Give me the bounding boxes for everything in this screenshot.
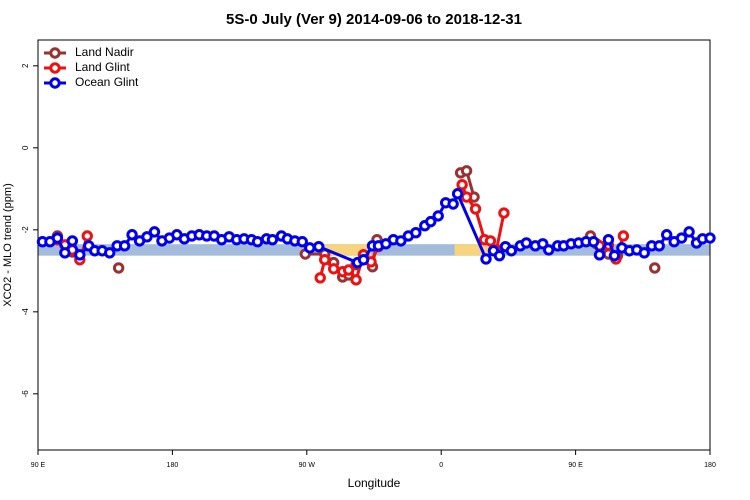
data-point [498,207,510,219]
x-tick-label: 0 [439,462,443,469]
data-point [683,226,695,238]
legend-marker [49,62,61,74]
data-point [587,236,600,248]
data-point [704,232,716,244]
data-point [484,235,497,247]
data-point [342,264,355,276]
data-point [304,242,316,254]
x-tick-label: 180 [167,462,179,469]
data-point [608,249,621,262]
data-point [675,232,688,244]
data-point [460,165,473,177]
data-point [617,230,630,242]
data-point [520,237,533,249]
data-point [480,253,492,265]
data-point [51,232,64,244]
data-point [59,247,71,259]
legend-label: Ocean Glint [75,75,139,89]
data-point [410,227,422,239]
data-point [425,215,437,228]
data-point [602,233,615,246]
x-tick-label: 90 E [568,462,583,469]
data-point [456,179,468,191]
data-point [543,244,555,256]
data-point [296,236,309,248]
data-point [66,235,79,247]
data-point [266,233,279,246]
band-highlight [454,244,491,256]
data-point [638,247,650,259]
data-point [118,240,131,252]
data-point [126,229,138,241]
data-point [649,262,661,274]
data-point [251,236,264,248]
data-point [112,262,125,274]
y-tick-label: -2 [21,226,30,234]
data-point [357,254,370,266]
data-point [469,203,482,215]
data-point [593,249,606,261]
x-tick-label: 180 [704,462,716,469]
data-point [460,191,473,203]
data-point [505,245,518,257]
data-point [350,274,362,286]
data-point [451,188,464,200]
data-point [432,210,444,222]
data-point [327,263,340,275]
data-point [395,235,407,247]
data-point [74,249,86,261]
data-point [493,249,506,262]
legend-marker [49,47,61,59]
x-tick-label: 90 E [31,462,46,469]
y-tick-label: -4 [21,308,30,316]
data-point [141,231,153,243]
y-axis-label: XCO2 - MLO trend (ppm) [2,183,14,306]
y-tick-label: -6 [21,390,30,398]
data-point [319,254,331,266]
data-point [313,240,325,253]
data-point [314,272,326,284]
data-point [148,226,161,238]
y-tick-label: 0 [21,145,30,150]
legend-label: Land Nadir [75,45,134,59]
band-highlight [324,244,372,256]
data-point [653,240,665,252]
y-tick-label: 2 [21,63,30,68]
data-point [81,230,93,242]
legend-label: Land Glint [75,60,130,74]
chart-title: 5S-0 July (Ver 9) 2014-09-06 to 2018-12-… [226,11,522,28]
x-axis-label: Longitude [348,476,401,490]
data-point [103,247,116,259]
data-point [660,229,673,241]
x-tick-label: 90 W [299,462,316,469]
legend-marker [49,77,61,89]
data-point [447,198,459,210]
